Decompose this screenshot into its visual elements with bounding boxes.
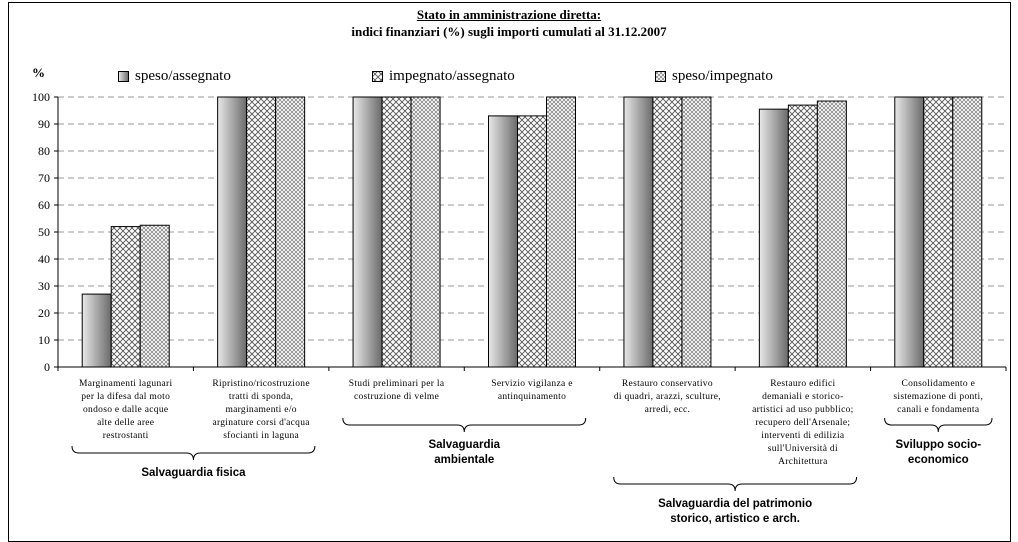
x-category-label: Marginamenti lagunari per la difesa dal m… [60,378,191,443]
x-category-label-line: ondoso e dalle acque [83,405,169,415]
y-tick-label: 40 [38,252,50,266]
bar-speso-assegnato [352,96,383,368]
bar-speso-assegnato [894,96,925,368]
x-category-label: Ripristino/ricostruzione tratti di sponda… [195,378,326,443]
y-tick-label: 30 [38,279,50,293]
y-tick-label: 0 [44,360,50,374]
legend-label-speso-assegnato: speso/assegnato [135,68,231,84]
group-brace [884,417,993,433]
group-label-line: Salvaguardia del patrimonio [658,498,813,510]
bar-impegnato-assegnato [517,115,547,368]
bar-impegnato-assegnato [787,104,818,368]
bar-impegnato-assegnato [246,96,277,368]
y-tick-label: 70 [38,171,50,185]
x-category-label: Servizio vigilanza e antinquinamento [466,378,597,404]
bar-impegnato-assegnato [110,226,141,368]
y-tick-label: 20 [38,306,50,320]
group-label: Salvaguardia del patrimonio storico, arti… [625,497,845,527]
x-category-label-line: arginature corsi d'acqua [212,418,310,428]
legend-swatch-speso-assegnato [118,71,129,82]
chart-title: Stato in amministrazione diretta: [416,7,602,22]
x-category-label-line: Restauro conservativo [621,379,713,389]
group-label: Salvaguardia fisica [83,466,303,481]
bar-impegnato-assegnato [923,96,954,368]
bar-speso-assegnato [758,108,789,368]
group-label-line: Sviluppo socio- [895,439,982,451]
group-label-line: Salvaguardia fisica [141,467,246,479]
y-tick-label: 100 [32,90,50,104]
x-category-label-line: artistici ad uso pubblico; [752,405,854,415]
x-category-label: Consolidamento e sistemazione di ponti, ca… [873,378,1004,417]
legend-item-speso-impegnato: speso/impegnato [655,68,773,85]
x-category-label-line: Servizio vigilanza e [491,379,573,389]
y-axis-label: % [32,65,45,80]
bar-speso-impegnato [139,224,170,368]
legend-item-impegnato-assegnato: impegnato/assegnato [372,68,515,85]
bar-speso-assegnato [488,115,518,368]
bar-speso-impegnato [275,96,306,368]
x-category-label-line: interventi di edilizia [761,431,845,441]
group-brace [613,476,858,492]
x-category-label-line: Restauro edifici [770,379,836,389]
x-category-label-line: Marginamenti lagunari [78,379,173,389]
bar-speso-impegnato [410,96,441,368]
bar-speso-impegnato [816,100,847,368]
y-tick-label: 10 [38,333,50,347]
y-tick-label: 50 [38,225,50,239]
group-brace [71,445,316,461]
chart-subtitle: indici finanziari (%) sugli importi cumu… [351,24,667,39]
legend-label-speso-impegnato: speso/impegnato [672,68,773,84]
group-brace [342,417,587,433]
group-label-line: ambientale [434,454,495,466]
group-label: Salvaguardia ambientale [354,438,574,468]
x-category-label-line: Ripristino/ricostruzione [212,379,310,389]
bar-impegnato-assegnato [381,96,412,368]
x-category-label: Restauro conservativo di quadri, arazzi, … [602,378,733,417]
group-label-line: storico, artistico e arch. [670,513,801,525]
x-category-label-line: demaniali e storico- [762,392,844,402]
legend-item-speso-assegnato: speso/assegnato [118,68,231,85]
x-category-label-line: Architettura [778,457,828,467]
x-category-label-line: Studi preliminari per la [348,379,445,389]
bar-speso-assegnato [217,96,248,368]
bar-speso-impegnato [952,96,983,368]
bar-speso-impegnato [546,96,576,368]
legend-swatch-speso-impegnato [655,71,666,82]
bar-speso-assegnato [623,96,654,368]
bar-speso-assegnato [81,293,112,368]
x-category-label: Restauro edifici demaniali e storico-arti… [737,378,868,469]
x-category-label-line: recupero dell'Arsenale; [755,418,851,428]
x-category-label-line: Consolidamento e [901,379,976,389]
group-label: Sviluppo socio-economico [828,438,1018,468]
group-label-line: economico [907,454,969,466]
x-category-label-line: sistemazione di ponti, [893,392,984,402]
x-category-label-line: antinquinamento [497,392,567,402]
x-category-label-line: di quadri, arazzi, sculture, [613,392,721,402]
y-tick-label: 80 [38,144,50,158]
x-category-label-line: costruzione di velme [353,392,440,402]
x-category-label-line: restrostanti [102,431,149,441]
legend-swatch-impegnato-assegnato [372,71,383,82]
x-category-label-line: canali e fondamenta [897,405,980,415]
y-tick-label: 90 [38,117,50,131]
y-tick-label: 60 [38,198,50,212]
x-category-label-line: marginamenti e/o [225,405,297,415]
bar-impegnato-assegnato [652,96,683,368]
x-category-label-line: sfocianti in laguna [223,431,300,441]
legend-label-impegnato-assegnato: impegnato/assegnato [389,68,515,84]
x-category-label-line: tratti di sponda, [228,392,294,402]
x-category-label-line: sull'Università di [767,444,838,454]
x-category-label-line: arredi, ecc. [644,405,691,415]
group-label-line: Salvaguardia [428,439,501,451]
x-category-label-line: alte delle aree [97,418,155,428]
bar-speso-impegnato [681,96,712,368]
x-category-label: Studi preliminari per la costruzione di v… [331,378,462,404]
x-category-label-line: per la difesa dal moto [81,392,171,402]
